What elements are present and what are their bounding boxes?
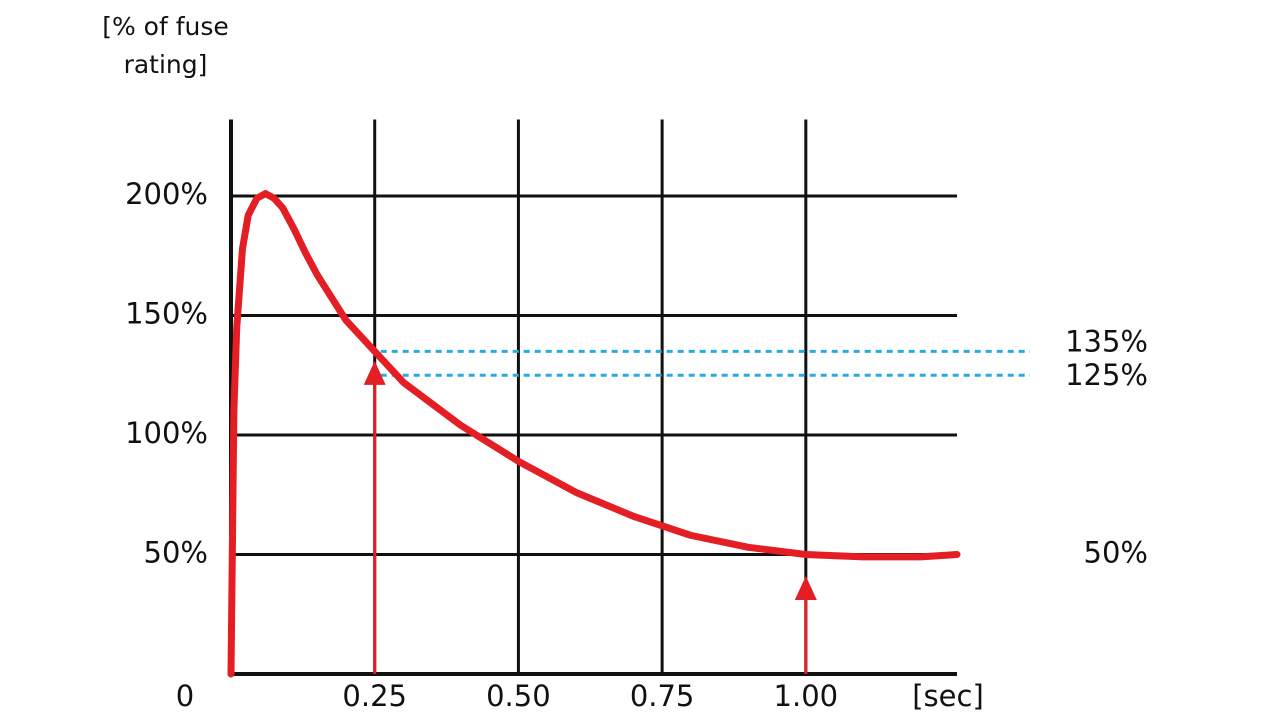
x-tick-label: 1.00: [774, 679, 839, 713]
x-tick-label: 0: [176, 679, 194, 713]
y-axis-label: [% of fuse rating]: [102, 12, 229, 79]
x-tick-label: 0.75: [630, 679, 695, 713]
x-tick-label: 0.25: [342, 679, 407, 713]
x-axis-label: [sec]: [912, 679, 984, 713]
arrow-head: [794, 576, 817, 601]
reference-label: 135%: [1065, 324, 1148, 358]
x-tick-label: 0.50: [486, 679, 551, 713]
y-tick-label: 150%: [125, 296, 208, 330]
annotation: 50%: [1084, 535, 1148, 569]
y-tick-label: 100%: [125, 416, 208, 450]
y-tick-label: 50%: [144, 535, 208, 569]
curve: [227, 190, 961, 678]
arrow-head: [363, 360, 386, 385]
y-tick-label: 200%: [125, 177, 208, 211]
reference-label: 125%: [1065, 358, 1148, 392]
